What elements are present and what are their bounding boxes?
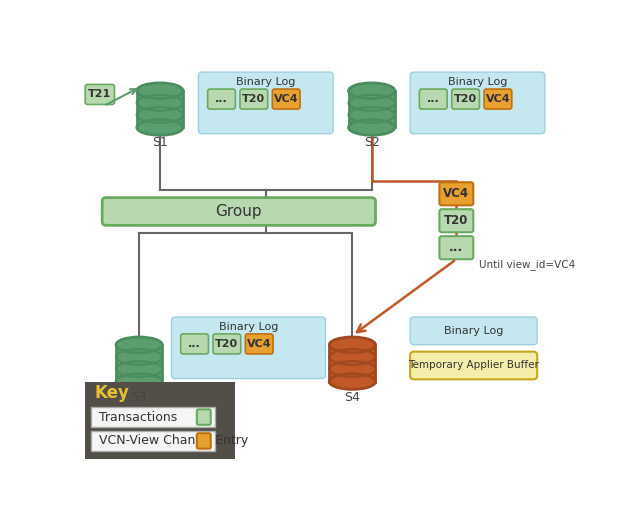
Ellipse shape [116,374,162,389]
Text: Transactions: Transactions [99,411,177,423]
Bar [91,431,215,451]
Bar [85,383,236,460]
Text: ...: ... [188,339,201,349]
FancyBboxPatch shape [410,317,537,345]
Text: S4: S4 [345,390,360,403]
Bar [329,345,376,381]
Ellipse shape [329,337,376,353]
Text: S2: S2 [364,136,379,149]
FancyBboxPatch shape [246,334,273,354]
Bar [348,91,395,127]
FancyBboxPatch shape [213,334,241,354]
Ellipse shape [329,374,376,389]
Bar [116,345,162,381]
Ellipse shape [348,119,395,135]
Text: T20: T20 [444,214,469,227]
FancyBboxPatch shape [208,89,236,109]
Text: T20: T20 [454,94,477,104]
FancyBboxPatch shape [102,198,376,225]
Ellipse shape [137,119,183,135]
Text: VC4: VC4 [274,94,298,104]
Text: S1: S1 [152,136,168,149]
Text: ...: ... [427,94,440,104]
Text: S3: S3 [131,390,147,403]
FancyBboxPatch shape [180,334,208,354]
FancyBboxPatch shape [452,89,479,109]
FancyBboxPatch shape [197,409,211,425]
FancyBboxPatch shape [85,84,115,104]
Text: Group: Group [216,204,262,219]
Text: Binary Log: Binary Log [219,322,278,332]
Text: Temporary Applier Buffer: Temporary Applier Buffer [408,361,539,370]
FancyBboxPatch shape [440,182,473,205]
FancyBboxPatch shape [419,89,447,109]
FancyBboxPatch shape [440,236,473,259]
Ellipse shape [348,83,395,99]
Ellipse shape [116,337,162,353]
FancyBboxPatch shape [198,72,333,134]
Text: Binary Log: Binary Log [448,77,507,87]
Text: Until view_id=VC4: Until view_id=VC4 [479,259,576,270]
FancyBboxPatch shape [410,352,537,379]
FancyBboxPatch shape [272,89,300,109]
Text: ...: ... [215,94,228,104]
Text: VCN-View Change Entry: VCN-View Change Entry [99,434,249,447]
Text: VC4: VC4 [247,339,272,349]
FancyBboxPatch shape [440,209,473,232]
FancyBboxPatch shape [240,89,268,109]
Text: Key: Key [94,384,130,402]
FancyBboxPatch shape [484,89,512,109]
Text: VC4: VC4 [485,94,510,104]
Bar [91,407,215,427]
Text: ...: ... [450,241,464,254]
Text: T20: T20 [242,94,265,104]
Text: Binary Log: Binary Log [444,326,503,336]
FancyBboxPatch shape [172,317,326,378]
Text: T20: T20 [215,339,239,349]
FancyBboxPatch shape [197,433,211,449]
Text: T21: T21 [88,90,112,100]
Bar [137,91,183,127]
Text: VC4: VC4 [443,187,469,200]
FancyBboxPatch shape [410,72,545,134]
Text: Binary Log: Binary Log [236,77,296,87]
Ellipse shape [137,83,183,99]
